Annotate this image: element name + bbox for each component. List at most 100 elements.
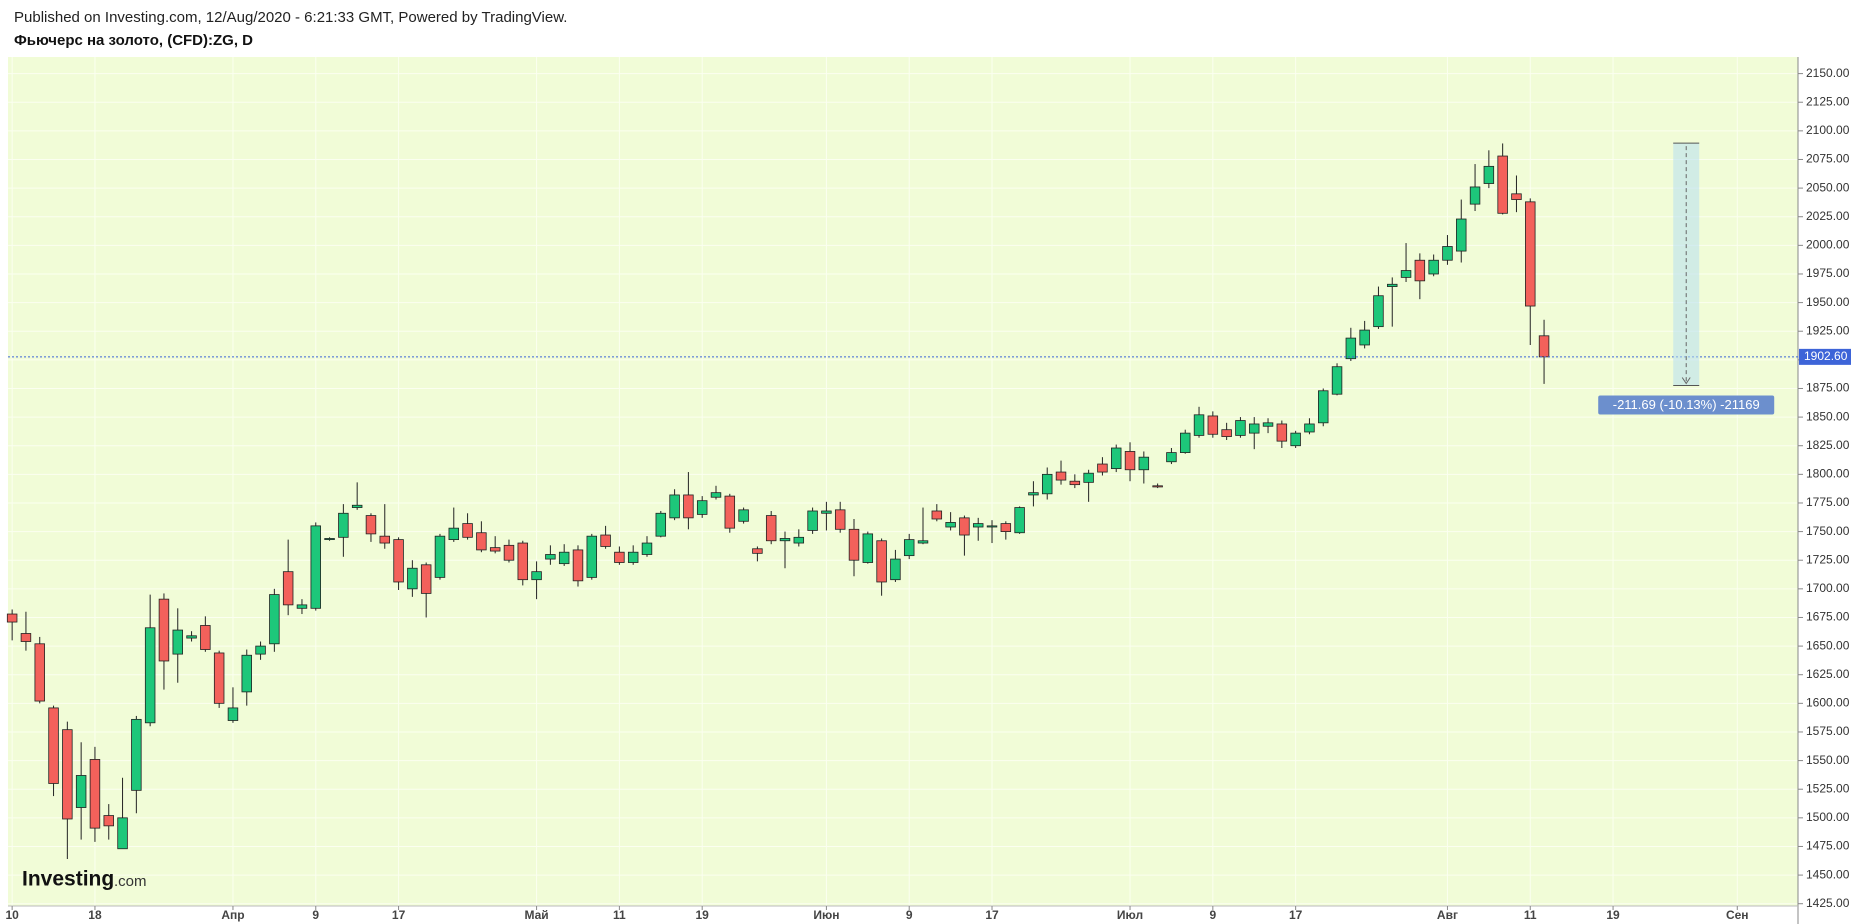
y-tick-label: 2150.00	[1806, 66, 1850, 80]
candle-body	[655, 512, 667, 537]
candle-body	[434, 535, 446, 578]
candle-body	[1442, 246, 1453, 261]
x-tick-label: 10	[5, 908, 19, 922]
candle-body	[986, 525, 998, 528]
candle-body	[1428, 259, 1439, 275]
x-tick-label: Июн	[813, 908, 839, 922]
candle-body	[448, 527, 460, 541]
candle-body	[324, 538, 335, 541]
x-tick-label: 9	[906, 908, 913, 922]
candle-body	[89, 759, 101, 829]
y-tick-label: 1725.00	[1806, 552, 1850, 566]
y-tick-label: 1475.00	[1806, 839, 1850, 853]
logo-suffix: .com	[114, 873, 147, 890]
candle-body	[807, 510, 818, 531]
candle-body	[890, 558, 901, 581]
candle-body	[310, 525, 321, 609]
y-tick-label: 2075.00	[1806, 152, 1850, 166]
candle-body	[1166, 452, 1177, 463]
candle-body	[1497, 155, 1508, 214]
candle-body	[489, 547, 501, 552]
y-tick-label: 1425.00	[1806, 896, 1850, 910]
x-tick-label: 17	[985, 908, 999, 922]
y-tick-label: 1800.00	[1806, 467, 1850, 481]
candle-body	[834, 509, 846, 530]
y-tick-label: 2025.00	[1806, 209, 1850, 223]
y-tick-label: 1975.00	[1806, 266, 1850, 280]
y-tick-label: 2000.00	[1806, 238, 1850, 252]
candle-body	[34, 643, 45, 702]
candle-body	[1400, 270, 1412, 278]
candle-body	[269, 594, 280, 645]
y-tick-label: 1700.00	[1806, 581, 1850, 595]
candle-body	[614, 551, 625, 563]
x-tick-label: Апр	[221, 908, 244, 922]
candle-body	[1110, 447, 1122, 470]
candle-body	[379, 535, 390, 544]
candle-body	[972, 523, 984, 528]
candle-body	[1097, 463, 1108, 473]
candle-body	[848, 528, 860, 561]
candle-body	[1469, 186, 1481, 205]
candle-body	[476, 532, 487, 551]
candle-body	[696, 500, 708, 515]
candle-body	[1055, 471, 1067, 481]
candle-body	[172, 629, 183, 655]
last-price-tag	[1799, 348, 1851, 365]
candle-body	[241, 654, 252, 693]
candle-body	[200, 625, 211, 650]
y-tick-label: 1950.00	[1806, 295, 1850, 309]
candle-body	[1318, 390, 1329, 424]
candle-body	[255, 645, 266, 655]
candle-body	[1000, 523, 1012, 532]
logo-name: Investing	[22, 868, 114, 891]
candle-body	[296, 604, 308, 609]
candle-body	[959, 517, 970, 536]
candle-body	[503, 544, 515, 561]
candle-body	[627, 551, 639, 563]
y-tick-label: 1675.00	[1806, 610, 1850, 624]
candle-body	[1028, 492, 1039, 496]
x-tick-label: 19	[1606, 908, 1620, 922]
candle-body	[752, 548, 763, 554]
y-tick-label: 1450.00	[1806, 867, 1850, 881]
x-tick-label: 9	[312, 908, 319, 922]
candles	[6, 143, 1550, 860]
x-tick-label: Сен	[1726, 908, 1749, 922]
candle-body	[724, 495, 736, 529]
candle-body	[117, 817, 128, 850]
x-tick-label: Авг	[1437, 908, 1458, 922]
candle-body	[862, 533, 874, 563]
candle-body	[641, 542, 653, 555]
candle-body	[1180, 432, 1191, 453]
candle-body	[1456, 218, 1467, 252]
y-tick-label: 1750.00	[1806, 524, 1850, 538]
candle-body	[669, 494, 680, 519]
x-tick-label: Май	[524, 908, 548, 922]
grid	[8, 57, 1798, 906]
candle-body	[48, 707, 59, 784]
x-tick-label: Июл	[1117, 908, 1143, 922]
y-tick-label: 2100.00	[1806, 123, 1850, 137]
y-tick-label: 1850.00	[1806, 409, 1850, 423]
candle-body	[876, 540, 887, 583]
candle-body	[1538, 335, 1550, 358]
y-tick-label: 1525.00	[1806, 781, 1850, 795]
candle-body	[1483, 165, 1495, 184]
candle-body	[1207, 415, 1219, 435]
x-tick-label: 17	[392, 908, 406, 922]
candle-body	[144, 627, 156, 724]
candle-body	[1138, 456, 1150, 471]
candle-body	[531, 571, 542, 581]
candle-body	[765, 515, 777, 542]
candle-body	[1262, 422, 1274, 427]
candle-body	[393, 539, 404, 583]
candle-body	[1083, 472, 1094, 483]
y-tick-label: 1650.00	[1806, 638, 1850, 652]
candle-body	[545, 554, 556, 560]
candle-body	[1193, 414, 1205, 436]
candle-body	[6, 613, 18, 623]
candle-body	[1276, 423, 1288, 442]
plot-background	[8, 57, 1798, 906]
